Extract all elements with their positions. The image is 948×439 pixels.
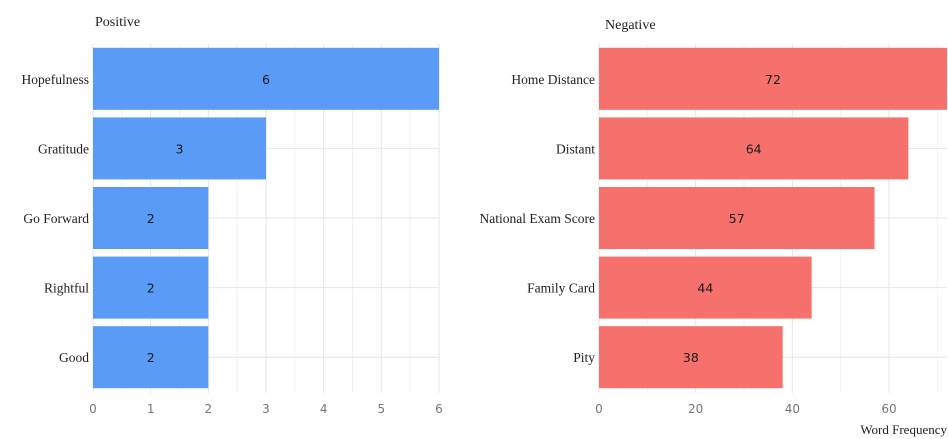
positive-x-tick-label: 2 bbox=[205, 402, 213, 416]
positive-category-label-go-forward: Go Forward bbox=[23, 211, 89, 226]
negative-x-axis-label: Word Frequency bbox=[860, 422, 947, 437]
negative-category-label-home-distance: Home Distance bbox=[511, 72, 595, 87]
positive-x-tick-label: 1 bbox=[147, 402, 155, 416]
negative-data-label-home-distance: 72 bbox=[765, 72, 781, 87]
positive-x-tick-label: 3 bbox=[262, 402, 270, 416]
negative-data-label-family-card: 44 bbox=[697, 281, 713, 296]
negative-x-tick-label: 60 bbox=[881, 402, 896, 416]
negative-category-label-pity: Pity bbox=[573, 350, 595, 365]
positive-category-label-good: Good bbox=[59, 350, 89, 365]
positive-x-tick-label: 4 bbox=[320, 402, 328, 416]
positive-bar-go-forward bbox=[93, 187, 209, 249]
negative-data-label-distant: 64 bbox=[746, 141, 762, 156]
positive-bar-good bbox=[93, 326, 209, 389]
positive-bar-gratitude bbox=[93, 117, 266, 180]
positive-data-label-go-forward: 2 bbox=[147, 211, 155, 226]
negative-chart: Negative Home Distance 72 Distant 64 National… bbox=[480, 18, 948, 437]
positive-chart: Positive Hopefulness 6 Gratitude 3 Go Forward… bbox=[22, 15, 443, 416]
negative-category-label-national-exam-score: National Exam Score bbox=[480, 211, 595, 226]
negative-data-label-national-exam-score: 57 bbox=[729, 211, 745, 226]
positive-data-label-good: 2 bbox=[147, 350, 155, 365]
positive-data-label-rightful: 2 bbox=[147, 281, 155, 296]
positive-category-label-rightful: Rightful bbox=[44, 281, 89, 296]
negative-bar-distant bbox=[599, 117, 909, 180]
positive-x-tick-label: 0 bbox=[89, 402, 97, 416]
positive-category-label-gratitude: Gratitude bbox=[38, 141, 89, 156]
negative-x-tick-label: 0 bbox=[595, 402, 603, 416]
negative-bar-pity bbox=[599, 326, 783, 389]
positive-data-label-hopefulness: 6 bbox=[262, 72, 270, 87]
positive-x-tick-label: 5 bbox=[378, 402, 386, 416]
negative-category-label-distant: Distant bbox=[556, 141, 595, 156]
negative-bar-national-exam-score bbox=[599, 187, 875, 249]
positive-data-label-gratitude: 3 bbox=[176, 141, 184, 156]
positive-bar-rightful bbox=[93, 256, 209, 319]
positive-bar-hopefulness bbox=[93, 47, 439, 110]
negative-category-label-family-card: Family Card bbox=[527, 281, 595, 296]
negative-bar-family-card bbox=[599, 256, 812, 319]
positive-x-tick-label: 6 bbox=[435, 402, 443, 416]
negative-x-tick-label: 40 bbox=[785, 402, 800, 416]
negative-chart-title: Negative bbox=[605, 18, 656, 33]
negative-x-tick-label: 20 bbox=[688, 402, 703, 416]
negative-bar-home-distance bbox=[599, 47, 947, 110]
negative-data-label-pity: 38 bbox=[683, 350, 699, 365]
positive-chart-title: Positive bbox=[95, 15, 140, 30]
positive-category-label-hopefulness: Hopefulness bbox=[22, 72, 90, 87]
